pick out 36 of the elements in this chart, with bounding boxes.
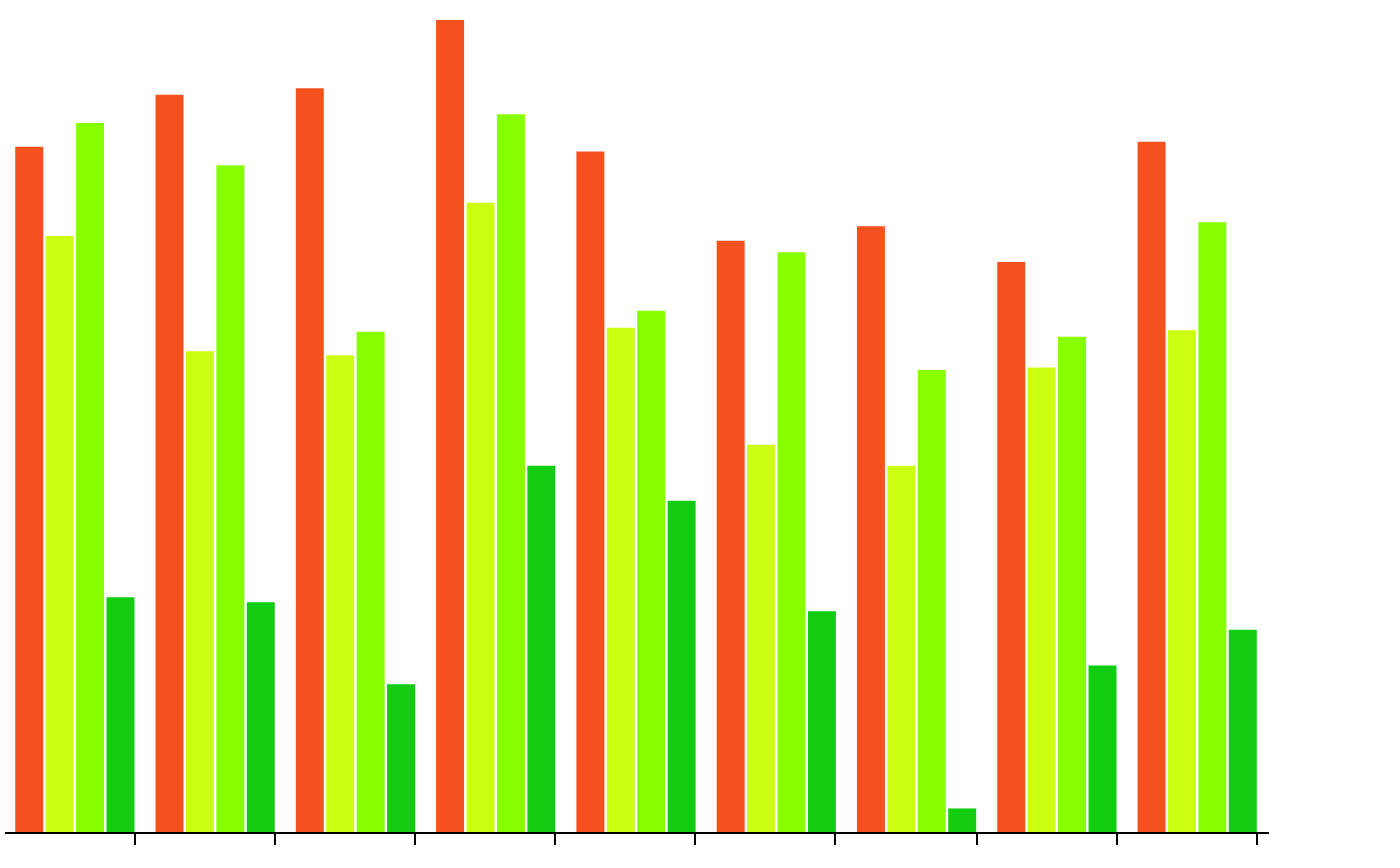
- bar: [295, 88, 324, 832]
- bar: [1058, 336, 1087, 832]
- bar: [747, 444, 776, 832]
- bar: [76, 123, 105, 832]
- bar: [496, 114, 525, 832]
- bar: [777, 252, 806, 832]
- bar: [887, 465, 916, 832]
- bar: [527, 465, 556, 832]
- bar: [667, 500, 696, 832]
- bar: [606, 327, 635, 832]
- bar: [15, 146, 44, 832]
- bar: [466, 202, 495, 832]
- bar: [1027, 367, 1056, 832]
- bar: [1088, 665, 1117, 832]
- bar: [716, 240, 745, 832]
- bar: [216, 165, 245, 832]
- bar: [45, 235, 74, 832]
- bar: [997, 261, 1026, 832]
- bar: [1167, 330, 1196, 832]
- bar: [246, 602, 275, 832]
- bar: [637, 310, 666, 832]
- bar: [155, 94, 184, 832]
- bar: [1137, 141, 1166, 832]
- bar: [106, 597, 135, 832]
- bar: [436, 20, 465, 832]
- bar: [387, 684, 416, 832]
- bar: [576, 151, 605, 832]
- bar: [326, 355, 355, 832]
- bar: [1228, 629, 1257, 832]
- bar: [917, 369, 946, 832]
- bar: [948, 808, 977, 832]
- bar: [1198, 222, 1227, 832]
- bar: [807, 611, 836, 832]
- bar: [185, 351, 214, 832]
- bar: [356, 331, 385, 832]
- bar: [856, 226, 885, 832]
